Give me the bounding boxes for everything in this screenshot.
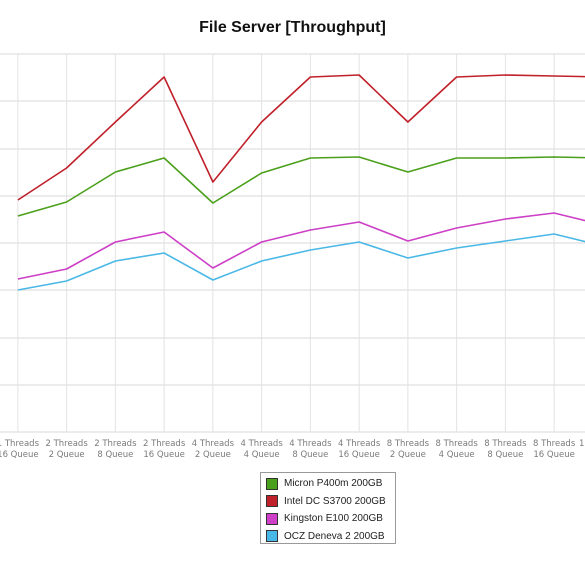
x-tick-label: 8 Threads 2 Queue: [387, 439, 430, 460]
x-tick-label: 4 Threads 4 Queue: [240, 439, 283, 460]
legend-label: Intel DC S3700 200GB: [284, 495, 386, 507]
legend-item: Intel DC S3700 200GB: [266, 493, 390, 511]
legend-label: Kingston E100 200GB: [284, 513, 383, 525]
x-tick-label: 8 Threads 16 Queue: [533, 439, 576, 460]
x-tick-label: 1 Threads 16 Queue: [0, 439, 40, 460]
x-tick-label: 2 Threads 2 Queue: [45, 439, 88, 460]
chart-legend: Micron P400m 200GB Intel DC S3700 200GB Ki…: [260, 472, 396, 544]
x-tick-label: 4 Threads 8 Queue: [289, 439, 332, 460]
chart-title: File Server [Throughput]: [199, 19, 386, 36]
legend-swatch: [266, 495, 278, 508]
series-line-4: [17, 233, 585, 291]
x-tick-label: 2 Threads 8 Queue: [94, 439, 137, 460]
x-tick-label: 2 Threads 16 Queue: [143, 439, 186, 460]
x-tick-label: 4 Threads 16 Queue: [338, 439, 381, 460]
x-tick-label: 8 Threads 8 Queue: [484, 439, 527, 460]
legend-label: Micron P400m 200GB: [284, 478, 383, 490]
series-line-3: [17, 212, 585, 280]
legend-swatch: [266, 477, 278, 490]
series-line-2: [17, 74, 585, 201]
x-tick-label: 4 Threads 2 Queue: [192, 439, 235, 460]
legend-swatch: [266, 512, 278, 525]
legend-item: OCZ Deneva 2 200GB: [266, 528, 390, 546]
legend-swatch: [266, 530, 278, 543]
legend-item: Kingston E100 200GB: [266, 510, 390, 528]
x-tick-label: 8 Threads 4 Queue: [435, 439, 478, 460]
legend-item: Micron P400m 200GB: [266, 475, 390, 493]
series-line-1: [17, 156, 585, 217]
legend-label: OCZ Deneva 2 200GB: [284, 530, 385, 542]
